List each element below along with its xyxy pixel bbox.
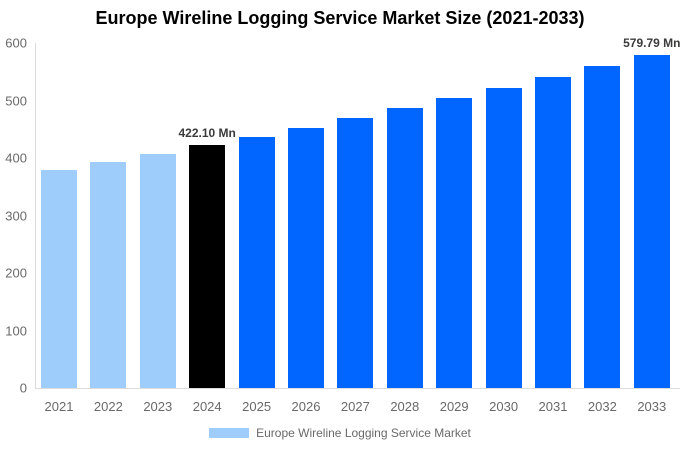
- y-tick-500: 500: [5, 93, 27, 108]
- bar-2021[interactable]: [41, 169, 77, 388]
- x-tick-2033: 2033: [637, 399, 667, 414]
- bar-2031[interactable]: [535, 77, 571, 388]
- y-tick-100: 100: [5, 323, 27, 338]
- bar-2027[interactable]: [337, 118, 374, 388]
- bar-2029[interactable]: [436, 98, 473, 388]
- y-tick-0: 0: [19, 380, 27, 396]
- x-tick-2022: 2022: [93, 399, 123, 414]
- x-tick-2024: 2024: [192, 399, 222, 414]
- x-tick-2026: 2026: [291, 399, 321, 414]
- bar-2022[interactable]: [90, 161, 127, 388]
- y-tick-300: 300: [5, 208, 27, 223]
- x-tick-2032: 2032: [587, 399, 617, 414]
- bar-2028[interactable]: [386, 108, 423, 388]
- x-tick-2031: 2031: [538, 399, 568, 414]
- y-axis-line: [35, 43, 36, 388]
- x-tick-2023: 2023: [143, 399, 173, 414]
- legend-label: Europe Wireline Logging Service Market: [256, 426, 471, 440]
- data-label-2033: 579.79 Mn: [623, 35, 680, 50]
- bar-2032[interactable]: [584, 66, 621, 388]
- bar-2025[interactable]: [238, 136, 275, 388]
- y-tick-200: 200: [5, 265, 27, 281]
- data-label-2024: 422.10 Mn: [178, 126, 236, 141]
- x-tick-2029: 2029: [439, 399, 469, 414]
- bar-2030[interactable]: [485, 88, 522, 388]
- x-tick-2030: 2030: [489, 399, 519, 414]
- y-tick-400: 400: [5, 150, 27, 166]
- bar-2033[interactable]: [633, 54, 670, 388]
- legend[interactable]: Europe Wireline Logging Service Market: [0, 426, 680, 440]
- bar-2026[interactable]: [288, 127, 324, 388]
- legend-swatch-icon: [209, 428, 250, 438]
- x-tick-2021: 2021: [44, 399, 74, 414]
- x-tick-2025: 2025: [242, 399, 272, 414]
- bar-2023[interactable]: [139, 153, 176, 388]
- x-tick-2027: 2027: [340, 399, 370, 414]
- chart-title: Europe Wireline Logging Service Market S…: [95, 8, 585, 28]
- bar-2024[interactable]: [189, 145, 226, 388]
- y-tick-600: 600: [5, 35, 27, 51]
- x-tick-2028: 2028: [390, 399, 420, 414]
- x-axis-line: [35, 388, 680, 389]
